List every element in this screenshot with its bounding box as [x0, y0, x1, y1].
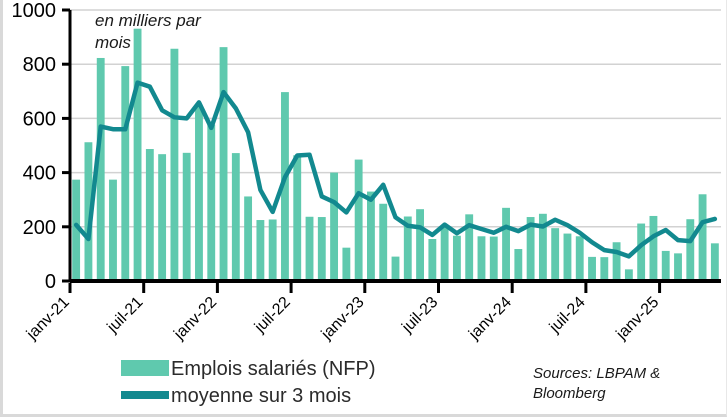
y-tick-label: 1000	[12, 0, 57, 22]
x-tick-label: juil-21	[104, 294, 147, 337]
bar	[195, 105, 203, 281]
units-annotation-line1: en milliers par	[95, 11, 202, 30]
bar	[477, 236, 486, 281]
x-tick-label: juil-24	[546, 294, 589, 337]
bar	[502, 207, 510, 281]
bar-series	[72, 28, 719, 282]
x-axis-labels: janv-21 juil-21 janv-22 juil-22 janv-23 juil-…	[23, 294, 662, 344]
bar	[575, 236, 584, 281]
bar	[109, 179, 117, 281]
bar	[207, 124, 216, 281]
bar	[256, 220, 265, 281]
bar	[330, 172, 339, 281]
y-tick-label: 200	[23, 217, 56, 239]
bar	[551, 228, 560, 281]
bar	[281, 92, 289, 281]
bar	[379, 203, 388, 281]
bar	[403, 216, 412, 281]
bar	[649, 215, 658, 281]
bar	[170, 48, 179, 281]
bar	[244, 196, 253, 281]
bar	[182, 152, 191, 281]
units-annotation-line2: mois	[95, 33, 131, 52]
y-axis-labels: 0 200 400 600 800 1000	[12, 0, 57, 293]
bar	[317, 217, 326, 281]
bar	[342, 247, 351, 281]
bar	[84, 142, 93, 281]
bar	[686, 219, 695, 281]
x-tick-label: janv-25	[613, 294, 663, 344]
bar	[674, 253, 682, 281]
bar	[588, 256, 596, 281]
bar	[145, 149, 154, 281]
x-tick-label: juil-23	[398, 294, 441, 337]
bar	[293, 155, 302, 281]
bar	[354, 159, 363, 281]
bar	[72, 179, 81, 281]
bar	[526, 217, 535, 281]
bar	[637, 223, 646, 281]
bar	[452, 235, 461, 281]
axes	[62, 8, 721, 293]
bar	[121, 66, 130, 281]
bar	[563, 233, 572, 281]
y-tick-label: 600	[23, 108, 56, 130]
bar	[428, 239, 437, 281]
legend-label-line: moyenne sur 3 mois	[171, 385, 351, 407]
bar	[698, 194, 707, 281]
bar	[96, 57, 105, 281]
bar	[391, 256, 400, 281]
line-series	[73, 80, 718, 259]
bar	[305, 216, 314, 281]
bar	[133, 28, 142, 282]
y-axis-ticks	[62, 8, 70, 283]
x-tick-label: juil-22	[251, 294, 294, 337]
bar	[600, 257, 609, 281]
y-tick-label: 0	[45, 271, 56, 293]
bar	[268, 219, 277, 281]
bar	[612, 242, 621, 281]
y-tick-label: 400	[23, 163, 56, 185]
source-note-line2: Bloomberg	[533, 385, 606, 402]
bar	[440, 225, 449, 281]
moving-average-line	[73, 80, 718, 259]
legend-swatch-bars	[121, 360, 169, 376]
bar	[661, 250, 670, 281]
bar	[538, 213, 547, 281]
bar	[219, 47, 228, 281]
x-tick-label: janv-24	[465, 294, 515, 344]
x-tick-label: janv-21	[23, 294, 73, 344]
legend-swatch-line	[121, 391, 169, 399]
bar	[465, 214, 474, 281]
bar	[624, 269, 633, 281]
source-note-line1: Sources: LBPAM &	[533, 365, 660, 382]
legend-label-bars: Emplois salariés (NFP)	[171, 358, 375, 380]
bar	[710, 243, 719, 281]
y-tick-label: 800	[23, 54, 56, 76]
bar	[231, 153, 240, 281]
bar	[514, 249, 523, 281]
bar	[489, 236, 498, 281]
x-axis-ticks	[68, 283, 662, 293]
legend: Emplois salariés (NFP) moyenne sur 3 moi…	[121, 358, 375, 407]
bar	[367, 191, 375, 281]
bar	[158, 154, 167, 281]
gridlines	[70, 9, 721, 228]
bar	[416, 209, 424, 281]
x-tick-label: janv-23	[318, 294, 368, 344]
x-tick-label: janv-22	[170, 294, 220, 344]
